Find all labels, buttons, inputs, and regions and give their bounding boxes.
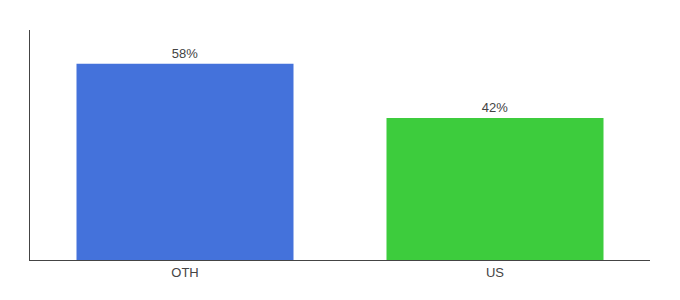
svg-text:42%: 42% [482,100,508,115]
svg-text:58%: 58% [172,46,198,61]
svg-text:OTH: OTH [171,265,198,280]
svg-text:US: US [486,265,504,280]
